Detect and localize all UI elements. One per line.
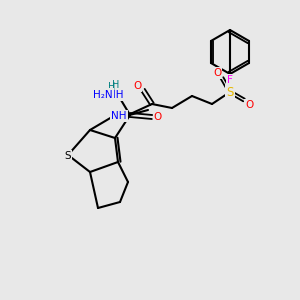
- Text: O: O: [245, 100, 253, 110]
- Text: O: O: [213, 68, 221, 78]
- Text: H: H: [108, 82, 116, 92]
- Text: F: F: [227, 75, 233, 85]
- Text: S: S: [65, 151, 71, 161]
- Text: S: S: [226, 85, 234, 98]
- Text: H: H: [112, 80, 120, 90]
- Text: NH: NH: [111, 111, 127, 121]
- Text: O: O: [133, 81, 141, 91]
- Text: NH: NH: [108, 90, 124, 100]
- Text: O: O: [154, 112, 162, 122]
- Text: H₂N: H₂N: [93, 90, 113, 100]
